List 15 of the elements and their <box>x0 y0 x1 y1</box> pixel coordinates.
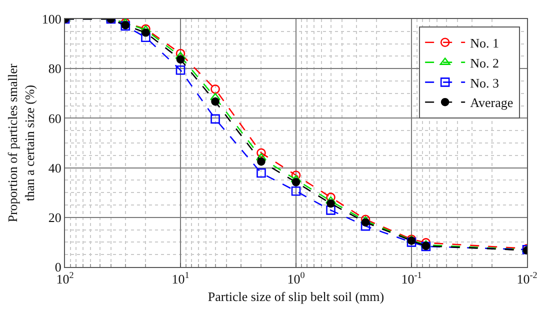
x-axis-title: Particle size of slip belt soil (mm) <box>208 289 384 304</box>
x-tick-label: 10$^{-2}$ <box>516 270 538 287</box>
x-tick-label: 10$^{1}$ <box>172 270 190 287</box>
y-tick-label: 40 <box>48 160 62 176</box>
legend-label: No. 3 <box>470 75 499 90</box>
legend-label: No. 1 <box>470 35 499 50</box>
legend-label: No. 2 <box>470 55 499 70</box>
legend-label: Average <box>470 95 514 110</box>
y-axis-title: Proportion of particles smaller than a certain size (%) <box>4 63 37 222</box>
x-tick-label: 10$^{0}$ <box>287 270 306 287</box>
y-tick-label: 100 <box>42 12 62 27</box>
x-tick-label: 10$^{-1}$ <box>401 270 422 287</box>
y-tick-label: 80 <box>48 61 62 76</box>
y-tick-label: 20 <box>48 210 62 225</box>
y-tick-label: 60 <box>48 110 62 126</box>
